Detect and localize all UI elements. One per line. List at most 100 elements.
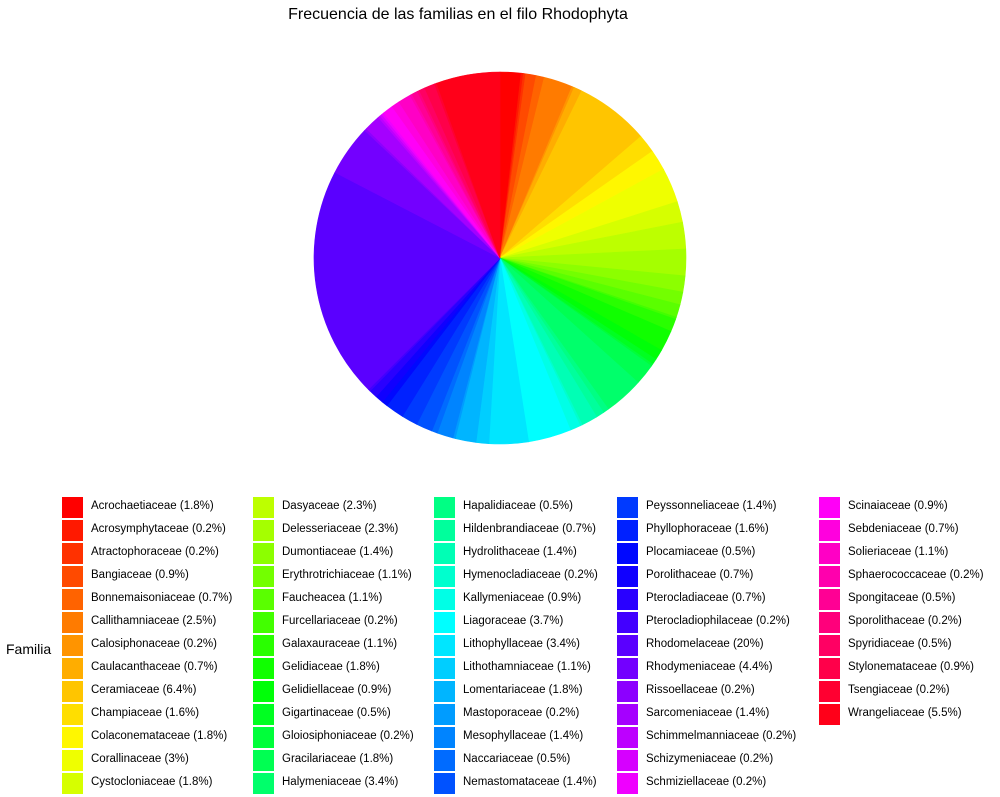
legend-key	[253, 773, 274, 794]
legend-key	[819, 497, 840, 518]
legend-label: Solieriaceae (1.1%)	[848, 546, 949, 558]
legend-label: Schizymeniaceae (0.2%)	[646, 753, 774, 765]
legend-label: Gelidiaceae (1.8%)	[282, 661, 380, 673]
legend-key	[617, 681, 638, 702]
legend-label: Kallymeniaceae (0.9%)	[463, 592, 582, 604]
legend-key	[617, 635, 638, 656]
legend-key	[253, 497, 274, 518]
legend-key	[253, 750, 274, 771]
legend-label: Nemastomataceae (1.4%)	[463, 776, 597, 788]
pie-slice-rhodomelaceae	[313, 171, 501, 390]
legend-key	[617, 704, 638, 725]
chart-title: Frecuencia de las familias en el filo Rh…	[288, 6, 628, 23]
legend-key	[617, 727, 638, 748]
legend-label: Lithophyllaceae (3.4%)	[463, 638, 580, 650]
legend-key	[819, 658, 840, 679]
legend-label: Rissoellaceae (0.2%)	[646, 684, 755, 696]
legend-key	[434, 750, 455, 771]
legend-key	[434, 727, 455, 748]
legend-key	[434, 704, 455, 725]
legend-label: Lomentariaceae (1.8%)	[463, 684, 583, 696]
legend-key	[253, 520, 274, 541]
legend-key	[62, 635, 83, 656]
legend-key	[434, 612, 455, 633]
legend-key	[253, 566, 274, 587]
legend-key	[253, 658, 274, 679]
legend-label: Gigartinaceae (0.5%)	[282, 707, 391, 719]
legend-key	[434, 543, 455, 564]
legend-label: Scinaiaceae (0.9%)	[848, 500, 948, 512]
legend-key	[434, 773, 455, 794]
legend-key	[617, 520, 638, 541]
legend-key	[617, 612, 638, 633]
legend-key	[434, 658, 455, 679]
legend-label: Cystocloniaceae (1.8%)	[91, 776, 213, 788]
legend-key	[819, 566, 840, 587]
legend-label: Dasyaceae (2.3%)	[282, 500, 377, 512]
legend-key	[62, 497, 83, 518]
legend-key	[62, 750, 83, 771]
legend-label: Wrangeliaceae (5.5%)	[848, 707, 962, 719]
legend-key	[617, 543, 638, 564]
legend-label: Furcellariaceae (0.2%)	[282, 615, 398, 627]
legend-key	[253, 635, 274, 656]
legend-label: Rhodymeniaceae (4.4%)	[646, 661, 773, 673]
legend-label: Gracilariaceae (1.8%)	[282, 753, 394, 765]
legend-key	[62, 543, 83, 564]
legend-key	[617, 658, 638, 679]
legend-key	[62, 520, 83, 541]
pie-slice-wrangeliaceae	[436, 71, 501, 259]
legend-label: Champiaceae (1.6%)	[91, 707, 200, 719]
legend-key	[434, 566, 455, 587]
legend-label: Gelidiellaceae (0.9%)	[282, 684, 392, 696]
legend-label: Acrochaetiaceae (1.8%)	[91, 500, 214, 512]
legend-label: Calosiphonaceae (0.2%)	[91, 638, 217, 650]
legend-key	[253, 543, 274, 564]
legend-label: Sphaerococcaceae (0.2%)	[848, 569, 984, 581]
legend-key	[62, 612, 83, 633]
legend-key	[617, 497, 638, 518]
legend-label: Stylonemataceae (0.9%)	[848, 661, 974, 673]
legend-key	[434, 520, 455, 541]
legend-key	[434, 497, 455, 518]
legend-key	[434, 635, 455, 656]
legend-label: Peyssonneliaceae (1.4%)	[646, 500, 777, 512]
legend-key	[819, 520, 840, 541]
legend-key	[617, 750, 638, 771]
legend-key	[819, 589, 840, 610]
legend-label: Phyllophoraceae (1.6%)	[646, 523, 769, 535]
legend-label: Mesophyllaceae (1.4%)	[463, 730, 584, 742]
legend-key	[819, 681, 840, 702]
legend-key	[253, 681, 274, 702]
legend-label: Mastoporaceae (0.2%)	[463, 707, 580, 719]
legend-label: Sporolithaceae (0.2%)	[848, 615, 962, 627]
legend-label: Schmiziellaceae (0.2%)	[646, 776, 767, 788]
legend-label: Hildenbrandiaceae (0.7%)	[463, 523, 596, 535]
legend-key	[253, 589, 274, 610]
legend-label: Porolithaceae (0.7%)	[646, 569, 754, 581]
legend-label: Sarcomeniaceae (1.4%)	[646, 707, 770, 719]
legend-key	[62, 704, 83, 725]
legend-label: Naccariaceae (0.5%)	[463, 753, 571, 765]
legend-key	[434, 681, 455, 702]
legend-label: Hydrolithaceae (1.4%)	[463, 546, 577, 558]
legend-label: Atractophoraceae (0.2%)	[91, 546, 219, 558]
legend-key	[62, 658, 83, 679]
legend-label: Hymenocladiaceae (0.2%)	[463, 569, 598, 581]
legend-label: Galaxauraceae (1.1%)	[282, 638, 398, 650]
legend-label: Bonnemaisoniaceae (0.7%)	[91, 592, 233, 604]
legend-title: Familia	[6, 641, 52, 657]
legend-label: Ceramiaceae (6.4%)	[91, 684, 197, 696]
legend-label: Rhodomelaceae (20%)	[646, 638, 764, 650]
legend-label: Lithothamniaceae (1.1%)	[463, 661, 591, 673]
legend-label: Gloiosiphoniaceae (0.2%)	[282, 730, 414, 742]
legend-label: Callithamniaceae (2.5%)	[91, 615, 217, 627]
legend-label: Liagoraceae (3.7%)	[463, 615, 564, 627]
legend-key	[253, 727, 274, 748]
legend-key	[62, 727, 83, 748]
legend-label: Bangiaceae (0.9%)	[91, 569, 189, 581]
legend-key	[819, 635, 840, 656]
legend-label: Dumontiaceae (1.4%)	[282, 546, 394, 558]
legend-label: Spongitaceae (0.5%)	[848, 592, 956, 604]
legend-label: Spyridiaceae (0.5%)	[848, 638, 952, 650]
